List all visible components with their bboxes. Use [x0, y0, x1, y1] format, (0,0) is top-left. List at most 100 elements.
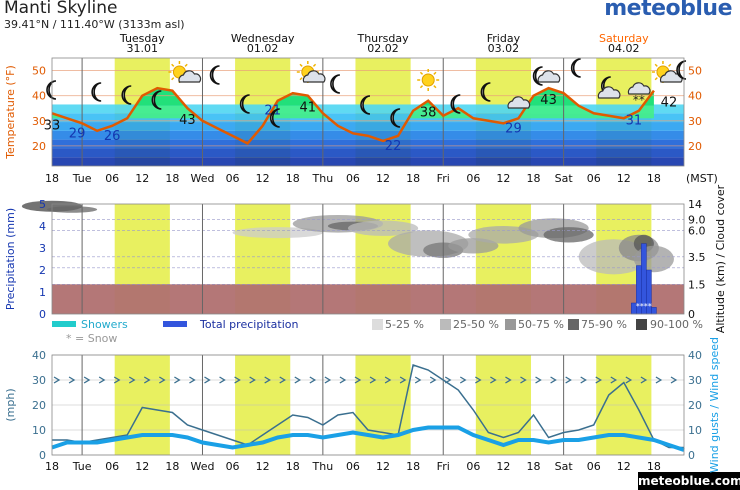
wind-direction-arrow — [113, 376, 121, 384]
wind-direction-arrow — [399, 376, 407, 384]
wind-tick-left: 30 — [32, 374, 46, 387]
x-tick-label: 06 — [587, 172, 601, 185]
cloud-cover-patch — [543, 227, 594, 243]
cloud-icon — [627, 82, 651, 95]
wind-tick-left: 20 — [32, 399, 46, 412]
cloud-legend-swatch — [568, 319, 579, 330]
precip-frame — [51, 203, 685, 315]
moon-icon — [151, 90, 162, 110]
wind-tick-left: 0 — [39, 449, 46, 462]
wind-direction-arrow — [414, 376, 422, 384]
x-tick-label: 06 — [346, 460, 360, 473]
footer-brand[interactable]: meteoblue.com — [638, 472, 740, 490]
temp-label: 43 — [540, 93, 557, 108]
wind-direction-arrow — [219, 376, 226, 384]
legend-label-snow: * = Snow — [66, 332, 117, 345]
temp-label: 29 — [505, 121, 522, 136]
x-tick-label: Thu — [312, 460, 334, 473]
wind-direction-arrow — [339, 376, 347, 384]
temp-label: 41 — [300, 101, 317, 116]
x-tick-label: 12 — [496, 172, 510, 185]
x-tick-label: 18 — [527, 460, 541, 473]
wind-direction-arrow — [294, 376, 302, 384]
x-tick-label: 18 — [406, 172, 420, 185]
temperature-line — [51, 86, 655, 145]
x-tick-label: 06 — [466, 172, 480, 185]
precip-tick: 3 — [39, 242, 46, 255]
moon-icon — [450, 94, 461, 114]
location-coords: 39.41°N / 111.40°W (3133m asl) — [4, 18, 185, 31]
cloud-icon — [178, 70, 202, 83]
temp-tick-left: 30 — [32, 115, 46, 128]
x-tick-label: Fri — [437, 172, 450, 185]
temperature-band — [52, 122, 684, 131]
cloud-legend-label: 90-100 % — [650, 318, 703, 331]
cloud-legend-label: 25-50 % — [453, 318, 499, 331]
legend-label-precip: Total precipitation — [199, 318, 299, 331]
snow-marker: **** — [636, 302, 652, 311]
precip-tick: 2 — [39, 264, 46, 277]
temp-label: 43 — [179, 113, 196, 128]
legend-swatch-precip — [163, 321, 187, 327]
wind-direction-arrow — [490, 376, 497, 384]
wind-direction-arrow — [505, 376, 512, 384]
moon-icon — [676, 60, 687, 80]
x-tick-label: 18 — [647, 460, 661, 473]
below-ground-area — [52, 284, 684, 314]
brand-logo[interactable]: meteoblue — [604, 0, 732, 21]
moon-icon — [480, 82, 491, 102]
wind-tick-right: 30 — [688, 374, 702, 387]
wind-direction-arrow — [83, 376, 91, 384]
wind-direction-arrow — [369, 376, 377, 384]
day-name: Friday — [487, 32, 521, 45]
cloud-legend-swatch — [440, 319, 451, 330]
x-tick-label: 18 — [406, 460, 420, 473]
precip-tick: 4 — [39, 220, 46, 233]
moon-icon — [360, 95, 371, 115]
wind-speed-line — [51, 425, 685, 452]
wind-direction-arrow — [384, 376, 392, 384]
moon-icon — [239, 94, 250, 114]
wind-tick-left: 40 — [32, 349, 46, 362]
wind-direction-arrow — [53, 376, 61, 384]
cloud-icon — [597, 86, 621, 99]
wind-tick-right: 20 — [688, 399, 702, 412]
cloud-cover-patch — [46, 206, 98, 213]
day-name: Tuesday — [119, 32, 165, 45]
precip-tick: 0 — [39, 308, 46, 321]
wind-tick-right: 10 — [688, 424, 702, 437]
x-tick-label: Tue — [72, 172, 92, 185]
wind-direction-arrow — [143, 376, 151, 384]
wind-direction-arrow — [550, 376, 557, 384]
temp-label: 22 — [385, 139, 402, 154]
precip-tick: 1 — [39, 286, 46, 299]
temp-tick-right: 40 — [688, 90, 702, 103]
wind-direction-arrow — [234, 376, 241, 384]
altitude-tick: 9.0 — [688, 213, 706, 226]
wind-direction-arrow — [459, 376, 467, 384]
temperature-band — [52, 113, 684, 123]
cloud-axis-label: Altitude (km) / Cloud cover — [714, 184, 727, 333]
wind-direction-arrow — [189, 376, 196, 384]
x-tick-label: Sat — [555, 460, 574, 473]
day-name: Thursday — [356, 32, 409, 45]
moon-icon — [330, 74, 341, 94]
wind-gust-line — [52, 364, 684, 449]
x-tick-label: 18 — [165, 460, 179, 473]
day-date: 02.02 — [367, 42, 399, 55]
cloud-legend-label: 75-90 % — [581, 318, 627, 331]
wind-direction-arrow — [98, 376, 106, 384]
wind-direction-arrow — [264, 376, 271, 384]
day-name: Wednesday — [231, 32, 295, 45]
page-title: Manti Skyline — [4, 0, 118, 18]
x-tick-label: 12 — [256, 172, 270, 185]
x-tick-label: 12 — [617, 172, 631, 185]
x-tick-label: 12 — [256, 460, 270, 473]
wind-direction-arrow — [324, 376, 332, 384]
x-tick-label: Fri — [437, 460, 450, 473]
temp-axis-label: Temperature (°F) — [4, 65, 17, 160]
wind-direction-arrow — [279, 376, 286, 384]
snow-icon: ** — [633, 93, 645, 107]
cloud-icon — [537, 70, 561, 83]
wind-direction-arrow — [625, 376, 633, 384]
